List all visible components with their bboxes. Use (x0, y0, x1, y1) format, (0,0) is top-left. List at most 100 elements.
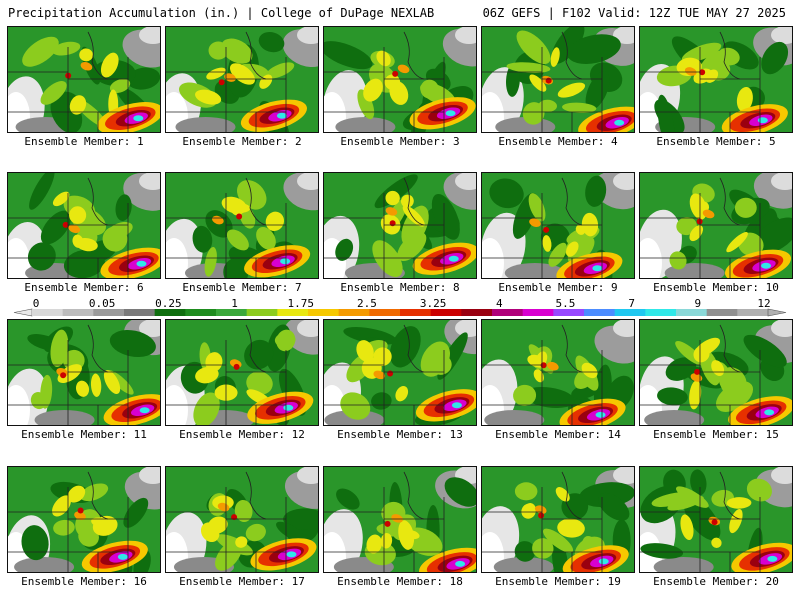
member-caption: Ensemble Member: 19 (495, 575, 621, 588)
member-caption: Ensemble Member: 7 (182, 281, 302, 294)
precip-map (166, 467, 318, 572)
precip-map (8, 27, 160, 132)
member-caption: Ensemble Member: 17 (179, 575, 305, 588)
scale-tick-label: 12 (757, 297, 771, 310)
member-caption: Ensemble Member: 20 (653, 575, 779, 588)
scale-swatch (645, 309, 677, 316)
scale-tick-label: 4 (495, 297, 503, 310)
ensemble-map-panel (481, 466, 635, 573)
scale-swatch (93, 309, 125, 316)
scale-swatch (124, 309, 156, 316)
scale-swatch (614, 309, 646, 316)
precip-map (8, 467, 160, 572)
ensemble-map-panel (165, 26, 319, 133)
member-caption: Ensemble Member: 15 (653, 428, 779, 441)
scale-swatch (338, 309, 370, 316)
member-caption: Ensemble Member: 13 (337, 428, 463, 441)
precip-map (640, 27, 792, 132)
member-caption: Ensemble Member: 9 (498, 281, 618, 294)
ensemble-map-panel (323, 319, 477, 426)
scale-tick-label: 7 (628, 297, 635, 310)
precip-map (166, 320, 318, 425)
ensemble-map-panel (7, 26, 161, 133)
precip-map (482, 27, 634, 132)
scale-swatch (706, 309, 738, 316)
scale-left-arrow (13, 308, 33, 317)
precip-map (324, 173, 476, 278)
precip-map (640, 173, 792, 278)
scale-tick-label: 5.5 (555, 297, 576, 310)
ensemble-map-panel (639, 172, 793, 279)
ensemble-map-panel (165, 319, 319, 426)
member-caption: Ensemble Member: 14 (495, 428, 621, 441)
member-caption: Ensemble Member: 11 (21, 428, 147, 441)
precip-map (482, 173, 634, 278)
member-caption: Ensemble Member: 4 (498, 135, 618, 148)
chart-title: Precipitation Accumulation (in.) | Colle… (8, 6, 435, 20)
scale-swatch (246, 309, 278, 316)
scale-tick-label: 9 (694, 297, 702, 310)
valid-time-label: 06Z GEFS | F102 Valid: 12Z TUE MAY 27 20… (482, 6, 786, 20)
precip-map (324, 27, 476, 132)
scale-tick-label: 3.25 (419, 297, 447, 310)
ensemble-map-panel (323, 466, 477, 573)
scale-right-arrow (767, 308, 787, 317)
scale-swatch (185, 309, 217, 316)
ensemble-map-panel (165, 466, 319, 573)
ensemble-map-panel (481, 26, 635, 133)
scale-swatch (308, 309, 340, 316)
scale-swatch (216, 309, 248, 316)
precip-map (324, 320, 476, 425)
scale-tick-label: 0.05 (88, 297, 116, 310)
scale-swatch (62, 309, 94, 316)
scale-swatch (400, 309, 432, 316)
scale-tick-label: 0.25 (155, 297, 182, 310)
scale-tick-label: 0 (32, 297, 40, 310)
member-caption: Ensemble Member: 1 (24, 135, 144, 148)
precip-map (166, 173, 318, 278)
ensemble-map-panel (481, 172, 635, 279)
ensemble-map-panel (7, 172, 161, 279)
scale-swatch (154, 309, 186, 316)
scale-swatch (369, 309, 401, 316)
member-caption: Ensemble Member: 6 (24, 281, 144, 294)
precip-map (640, 467, 792, 572)
member-caption: Ensemble Member: 8 (340, 281, 460, 294)
scale-swatch (492, 309, 524, 316)
member-caption: Ensemble Member: 10 (653, 281, 779, 294)
scale-swatch (32, 309, 64, 316)
precip-map (640, 320, 792, 425)
precip-map (166, 27, 318, 132)
scale-tick-label: 2.5 (356, 297, 377, 310)
scale-swatch (584, 309, 616, 316)
scale-swatch (277, 309, 309, 316)
scale-tick-label: 1.75 (287, 297, 314, 310)
scale-swatch (553, 309, 585, 316)
precip-map (8, 173, 160, 278)
ensemble-map-panel (639, 26, 793, 133)
scale-swatch (737, 309, 769, 316)
member-caption: Ensemble Member: 5 (656, 135, 776, 148)
member-caption: Ensemble Member: 2 (182, 135, 302, 148)
ensemble-map-panel (165, 172, 319, 279)
scale-swatch (676, 309, 708, 316)
ensemble-map-panel (323, 26, 477, 133)
precip-map (324, 467, 476, 572)
scale-tick-label: 1 (231, 297, 238, 310)
member-caption: Ensemble Member: 18 (337, 575, 463, 588)
member-caption: Ensemble Member: 16 (21, 575, 147, 588)
scale-swatch (522, 309, 554, 316)
ensemble-map-panel (481, 319, 635, 426)
member-caption: Ensemble Member: 3 (340, 135, 460, 148)
color-scale-bar (13, 308, 787, 317)
ensemble-map-panel (639, 319, 793, 426)
ensemble-map-panel (7, 319, 161, 426)
precip-map (482, 467, 634, 572)
member-caption: Ensemble Member: 12 (179, 428, 305, 441)
scale-swatch (461, 309, 493, 316)
ensemble-map-panel (639, 466, 793, 573)
precip-map (482, 320, 634, 425)
ensemble-map-panel (7, 466, 161, 573)
ensemble-map-panel (323, 172, 477, 279)
precip-map (8, 320, 160, 425)
